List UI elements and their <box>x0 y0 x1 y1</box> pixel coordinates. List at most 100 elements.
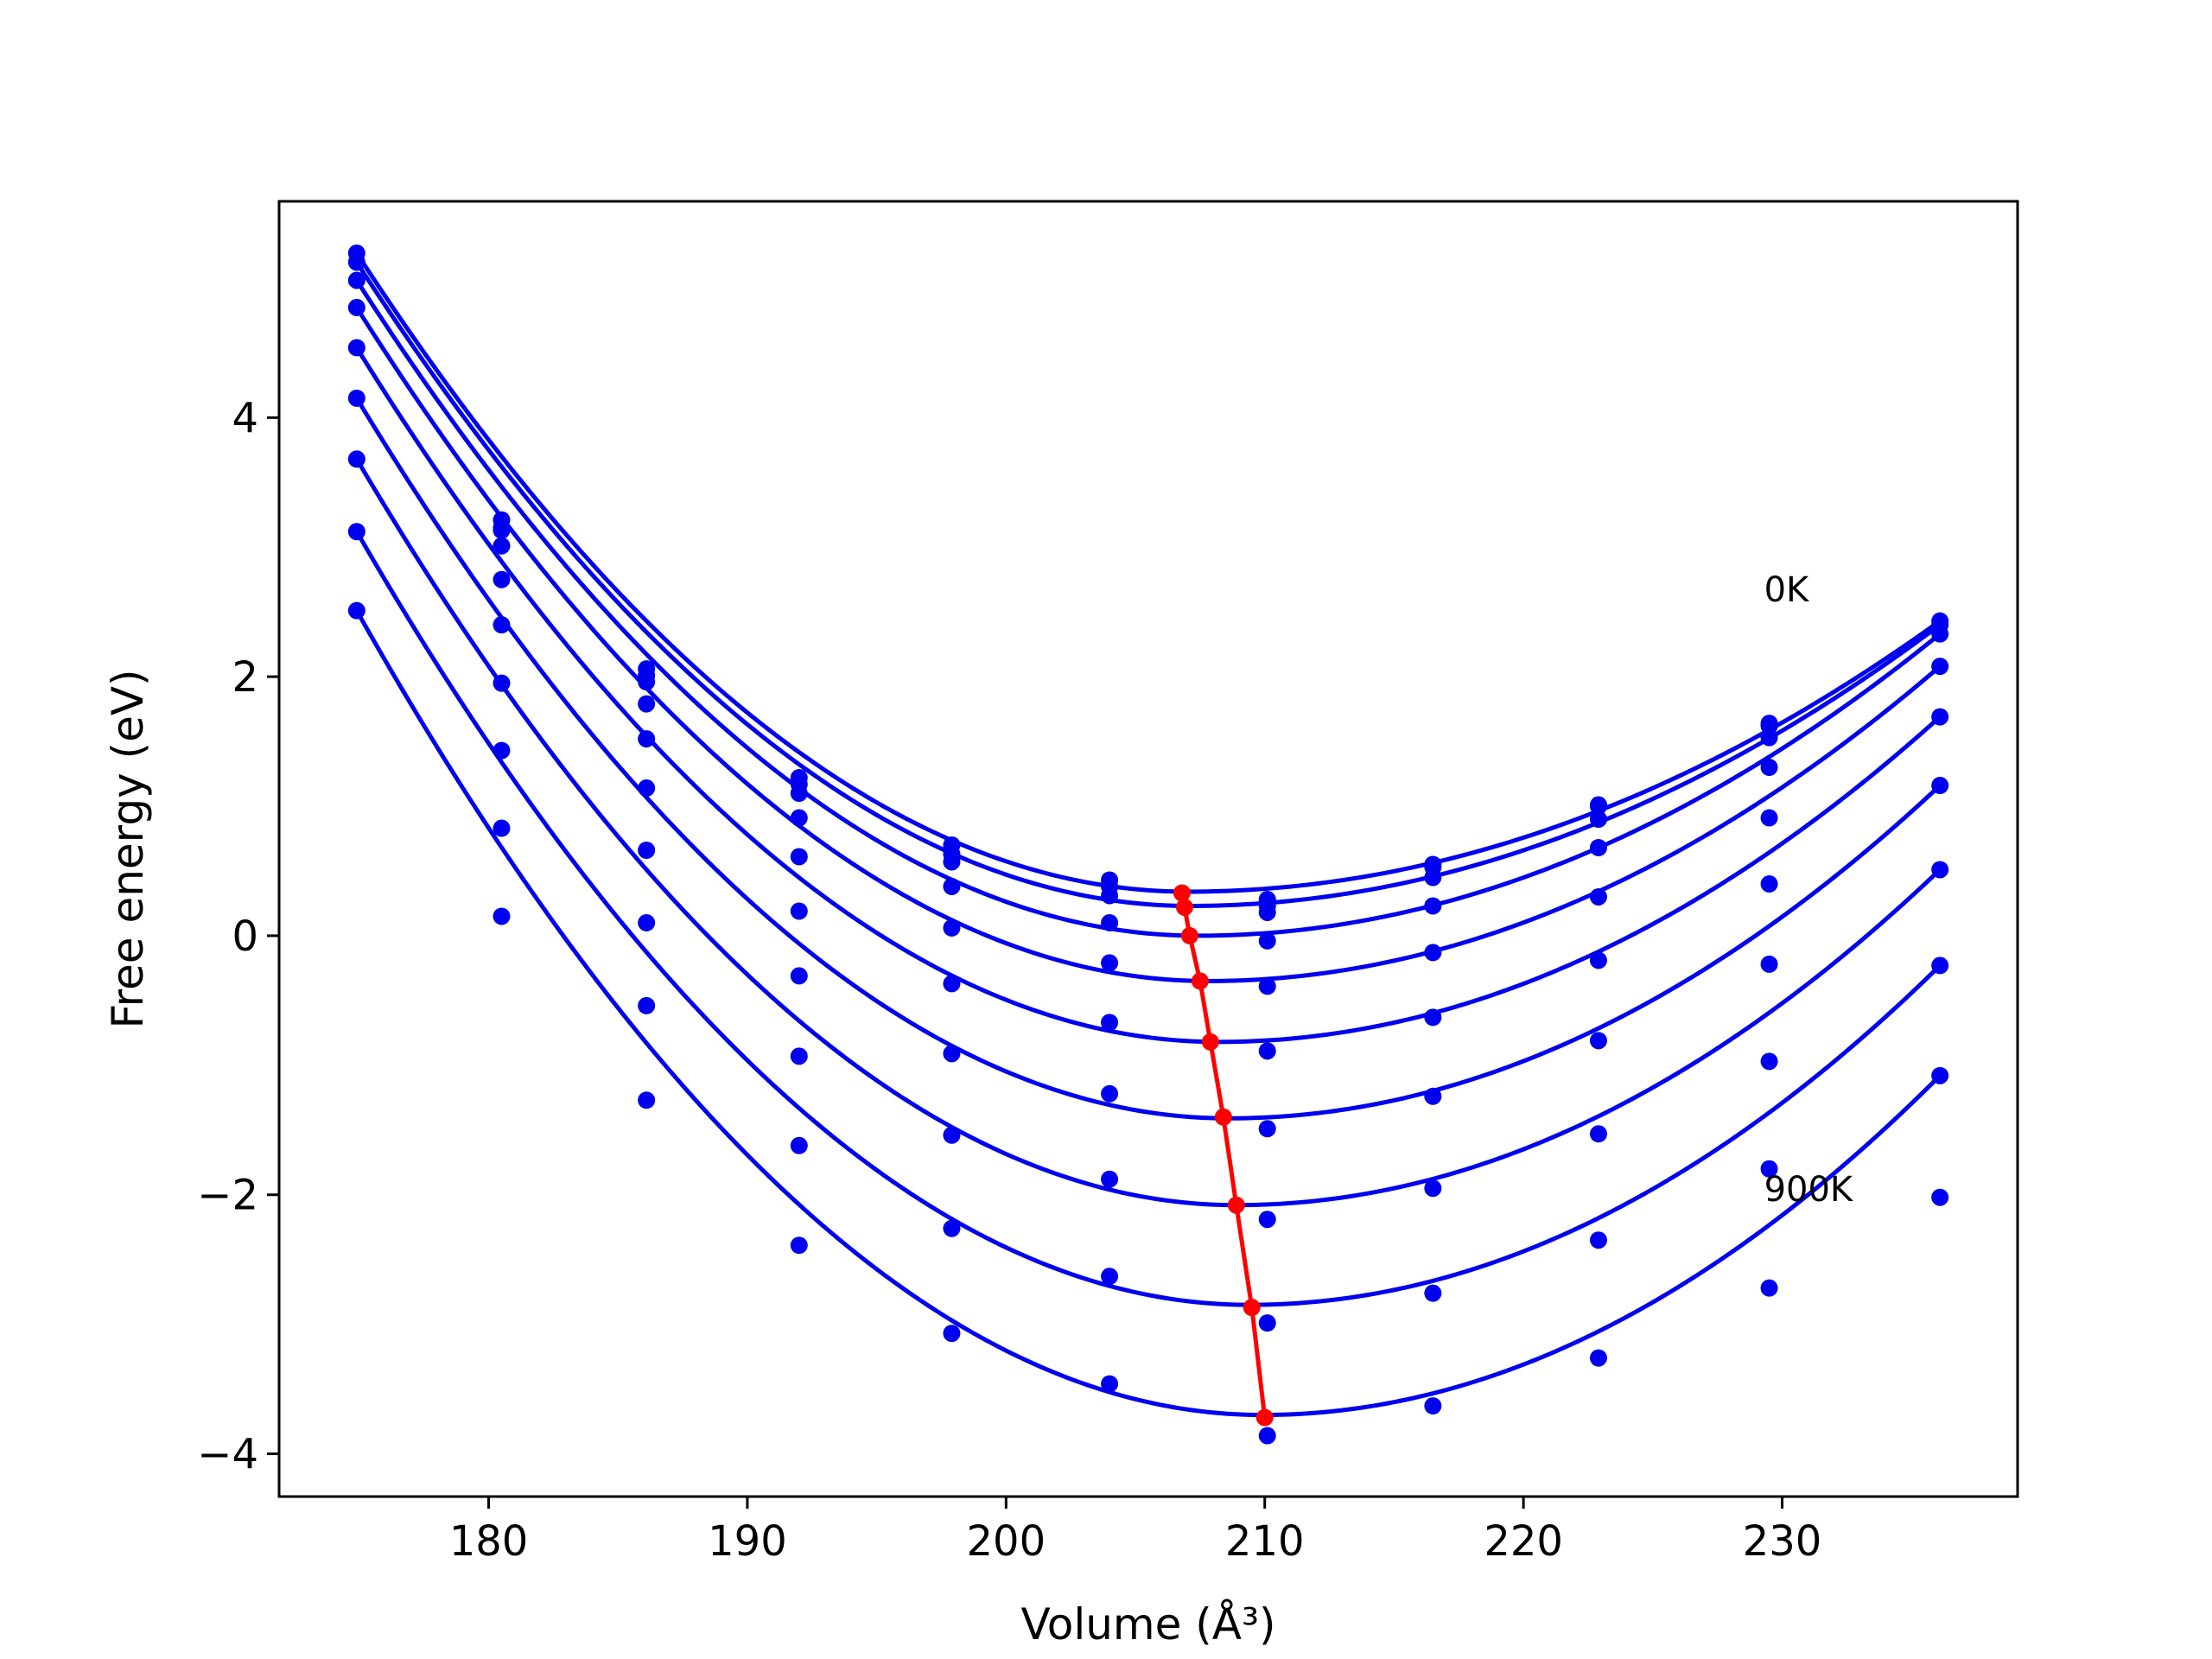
data-point <box>638 842 656 859</box>
data-point <box>1101 1268 1119 1286</box>
data-point <box>1589 810 1607 829</box>
data-point <box>493 616 511 634</box>
fit-curve-4 <box>354 346 1942 1045</box>
fit-curve-6 <box>354 458 1942 1208</box>
minimum-point <box>1201 1033 1219 1051</box>
data-point <box>1424 944 1442 962</box>
data-point <box>1101 1170 1119 1188</box>
data-point <box>943 877 961 895</box>
data-point <box>790 848 808 866</box>
data-point <box>790 1236 808 1255</box>
data-point <box>347 271 365 289</box>
data-point <box>638 996 656 1014</box>
x-tick-label: 200 <box>967 1517 1046 1566</box>
data-point <box>493 674 511 692</box>
data-point <box>790 1136 808 1154</box>
data-point <box>493 907 511 925</box>
data-point <box>1258 1042 1276 1060</box>
data-point <box>347 389 365 407</box>
fit-curve-1 <box>354 261 1942 908</box>
data-point <box>638 730 656 748</box>
y-axis-label: Free energy (eV) <box>103 669 153 1028</box>
curve-annotation: 900K <box>1764 1170 1854 1210</box>
fit-curve-5 <box>354 397 1942 1121</box>
data-point <box>638 913 656 931</box>
data-point <box>347 339 365 357</box>
data-point <box>1589 951 1607 969</box>
data-point <box>1424 868 1442 887</box>
data-point <box>1101 1375 1119 1393</box>
data-point <box>1931 658 1949 676</box>
y-tick-label: 0 <box>232 912 258 961</box>
data-point <box>1101 954 1119 972</box>
data-point <box>1424 897 1442 915</box>
data-point <box>1424 1179 1442 1198</box>
data-point <box>347 298 365 316</box>
data-point <box>1424 1087 1442 1105</box>
fit-curve-3 <box>354 306 1942 983</box>
data-point <box>1760 759 1778 777</box>
data-point <box>1589 887 1607 906</box>
x-tick-label: 230 <box>1743 1517 1822 1566</box>
data-point <box>1258 931 1276 950</box>
data-point <box>638 695 656 713</box>
y-tick-label: −2 <box>197 1172 258 1220</box>
data-point <box>943 918 961 937</box>
data-point <box>1424 1008 1442 1027</box>
annotations: 0K 900K <box>1764 570 1854 1210</box>
data-point <box>1589 1231 1607 1249</box>
data-point <box>1424 1284 1442 1302</box>
data-point <box>943 975 961 993</box>
plot-area <box>347 244 1949 1445</box>
data-point <box>1760 955 1778 973</box>
data-point <box>1760 1160 1778 1178</box>
data-point <box>1931 957 1949 975</box>
x-tick-label: 220 <box>1484 1517 1563 1566</box>
data-point <box>1931 708 1949 726</box>
data-point <box>943 1126 961 1144</box>
data-point <box>1258 903 1276 921</box>
data-point <box>1258 977 1276 995</box>
data-point <box>493 537 511 555</box>
data-point <box>1589 1032 1607 1050</box>
y-tick-label: −4 <box>197 1431 258 1479</box>
data-point <box>1101 887 1119 905</box>
data-point <box>1101 1014 1119 1032</box>
minimum-point <box>1243 1299 1261 1317</box>
data-point <box>638 673 656 691</box>
data-point <box>1931 1188 1949 1206</box>
data-point <box>638 1091 656 1109</box>
data-point <box>347 523 365 541</box>
minimum-point <box>1180 926 1198 944</box>
data-point <box>1101 1084 1119 1103</box>
data-point <box>347 601 365 620</box>
data-point <box>493 521 511 539</box>
data-point <box>493 819 511 837</box>
data-point <box>1589 839 1607 856</box>
y-tick-label: 2 <box>232 653 258 702</box>
y-tick-label: 4 <box>232 394 258 442</box>
fit-curve-0 <box>354 251 1942 894</box>
data-point <box>1589 1125 1607 1143</box>
data-point <box>1931 625 1949 643</box>
x-axis-label: Volume (Å³) <box>1020 1599 1275 1649</box>
minimum-point <box>1191 972 1209 990</box>
x-tick-label: 190 <box>708 1517 787 1566</box>
data-point <box>1258 1427 1276 1445</box>
minimum-point <box>1227 1196 1245 1214</box>
data-point <box>1101 913 1119 931</box>
axes-frame <box>277 200 2019 1498</box>
data-point <box>1258 1120 1276 1138</box>
data-point <box>790 1047 808 1065</box>
data-point <box>1760 874 1778 893</box>
data-point <box>943 1219 961 1237</box>
data-point <box>1931 777 1949 795</box>
data-point <box>943 853 961 871</box>
minimum-point <box>1214 1108 1232 1126</box>
minimum-point <box>1173 884 1191 902</box>
fit-curve-2 <box>354 279 1942 938</box>
x-tick-label: 210 <box>1225 1517 1305 1566</box>
data-point <box>1760 728 1778 747</box>
minimum-point <box>1255 1408 1274 1427</box>
